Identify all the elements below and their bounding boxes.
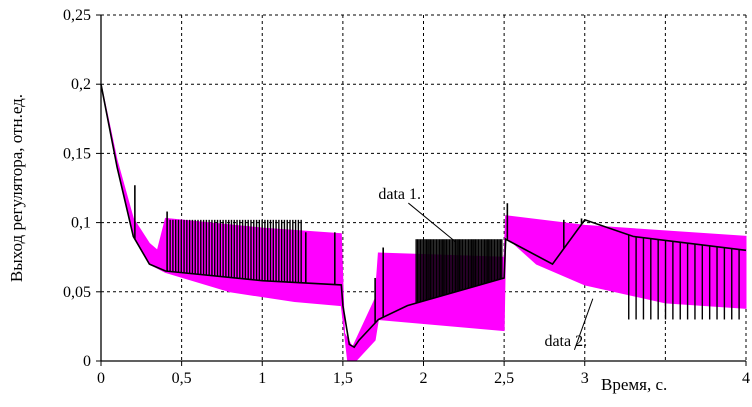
y-tick-label: 0,05 [63, 284, 91, 301]
y-tick-label: 0,15 [63, 145, 91, 162]
series-data-1-line [100, 84, 747, 349]
x-tick-label: 0 [97, 370, 105, 387]
x-tick-label: 1,5 [333, 370, 353, 387]
x-axis-label: Время, с. [601, 375, 667, 394]
annotation-label: data 1. [378, 186, 421, 203]
x-tick-label: 2,5 [494, 370, 514, 387]
x-tick-label: 4 [742, 370, 750, 387]
y-tick-label: 0,1 [71, 215, 91, 232]
annotation-leader-line [408, 202, 457, 243]
axes [96, 14, 747, 366]
x-tick-label: 0,5 [172, 370, 192, 387]
annotations: data 1. data 2. [378, 186, 594, 350]
tick-labels: 0 0,05 0,1 0,15 0,2 0,25 0 0,5 1 1,5 2 2,5 3 4 [63, 7, 750, 387]
y-tick-label: 0,2 [71, 76, 91, 93]
x-tick-label: 2 [420, 370, 428, 387]
y-axis-label: Выход регулятора, отн.ед. [7, 94, 26, 282]
x-tick-label: 3 [581, 370, 589, 387]
annotation-label: data 2. [544, 333, 587, 350]
y-tick-label: 0 [83, 353, 91, 370]
series-lines [100, 84, 747, 349]
annotation-leader-line [573, 298, 594, 350]
y-tick-label: 0,25 [63, 7, 91, 24]
x-tick-label: 1 [258, 370, 266, 387]
